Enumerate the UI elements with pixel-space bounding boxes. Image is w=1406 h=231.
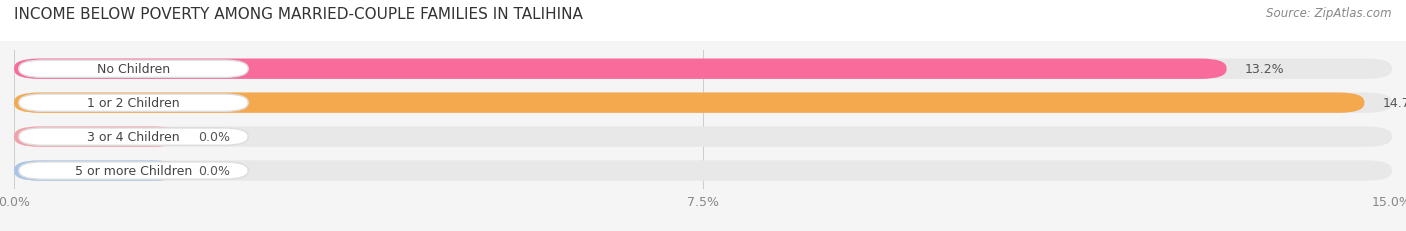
Text: 0.0%: 0.0% xyxy=(198,164,229,177)
FancyBboxPatch shape xyxy=(14,161,1392,181)
FancyBboxPatch shape xyxy=(14,59,1226,79)
FancyBboxPatch shape xyxy=(14,59,1392,79)
FancyBboxPatch shape xyxy=(14,127,1392,147)
FancyBboxPatch shape xyxy=(14,93,1364,113)
Text: No Children: No Children xyxy=(97,63,170,76)
FancyBboxPatch shape xyxy=(14,93,1392,113)
FancyBboxPatch shape xyxy=(18,162,249,179)
FancyBboxPatch shape xyxy=(18,61,249,78)
Text: INCOME BELOW POVERTY AMONG MARRIED-COUPLE FAMILIES IN TALIHINA: INCOME BELOW POVERTY AMONG MARRIED-COUPL… xyxy=(14,7,583,22)
Text: 13.2%: 13.2% xyxy=(1244,63,1285,76)
Text: 3 or 4 Children: 3 or 4 Children xyxy=(87,131,180,143)
Text: 1 or 2 Children: 1 or 2 Children xyxy=(87,97,180,110)
Text: 14.7%: 14.7% xyxy=(1382,97,1406,110)
FancyBboxPatch shape xyxy=(18,95,249,112)
FancyBboxPatch shape xyxy=(18,128,249,146)
FancyBboxPatch shape xyxy=(14,127,180,147)
Text: 0.0%: 0.0% xyxy=(198,131,229,143)
Text: Source: ZipAtlas.com: Source: ZipAtlas.com xyxy=(1267,7,1392,20)
FancyBboxPatch shape xyxy=(14,161,180,181)
Text: 5 or more Children: 5 or more Children xyxy=(75,164,193,177)
